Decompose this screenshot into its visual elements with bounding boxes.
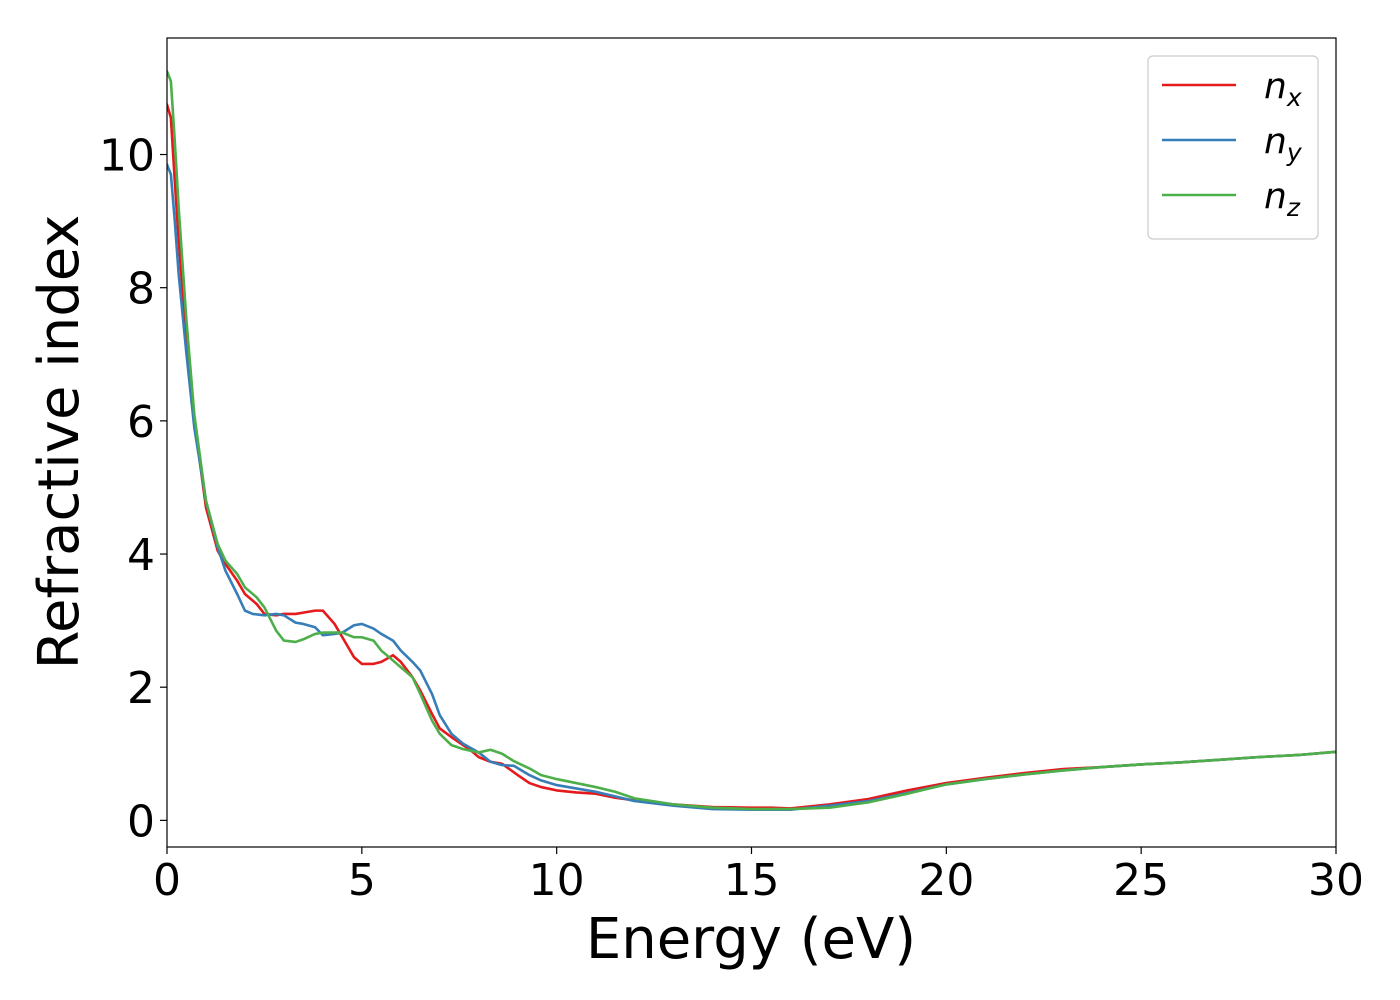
x-tick-label: 15 — [724, 855, 780, 906]
x-axis-label: Energy (eV) — [586, 907, 916, 972]
series-line-x — [167, 103, 1336, 810]
legend-subscript: y — [1286, 138, 1303, 167]
y-tick-label: 6 — [127, 397, 155, 448]
x-tick-label: 20 — [918, 855, 974, 906]
x-tick-label: 25 — [1113, 855, 1169, 906]
y-tick-label: 10 — [99, 131, 155, 182]
legend-subscript: x — [1286, 83, 1302, 112]
x-tick-label: 30 — [1308, 855, 1364, 906]
legend-subscript: z — [1286, 193, 1301, 222]
series-lines — [167, 69, 1336, 812]
y-tick-label: 2 — [127, 663, 155, 714]
series-line-z — [167, 69, 1336, 811]
x-tick-label: 0 — [153, 855, 181, 906]
x-tick-label: 5 — [348, 855, 376, 906]
y-tick-label: 0 — [127, 796, 155, 847]
legend-box — [1147, 55, 1319, 240]
y-axis-label: Refractive index — [27, 215, 92, 670]
plot-area: 0 5 10 15 20 25 30 0 2 4 6 8 10 — [99, 37, 1364, 906]
y-tick-label: 8 — [127, 264, 155, 315]
x-tick-label: 10 — [529, 855, 585, 906]
y-tick-label: 4 — [127, 530, 155, 581]
